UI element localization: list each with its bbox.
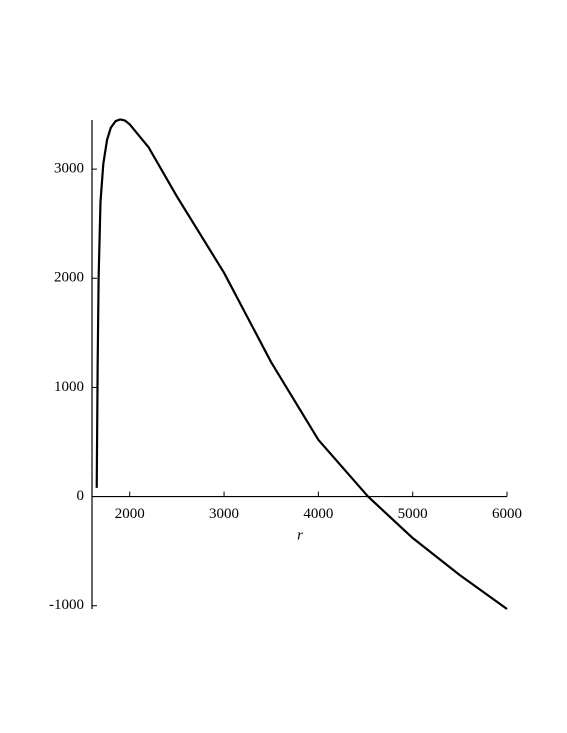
y-tick-label: 1000	[54, 379, 84, 395]
x-tick-label: 6000	[492, 506, 522, 522]
x-axis-label: r	[297, 527, 303, 543]
y-tick-label: -1000	[49, 597, 84, 613]
x-tick-label: 2000	[115, 506, 145, 522]
x-tick-label: 3000	[209, 506, 239, 522]
y-tick-label: 3000	[54, 161, 84, 177]
y-tick-label: 2000	[54, 270, 84, 286]
x-tick-label: 5000	[398, 506, 428, 522]
y-tick-label: 0	[77, 488, 85, 504]
curve	[95, 118, 508, 610]
x-tick-label: 4000	[303, 506, 333, 522]
